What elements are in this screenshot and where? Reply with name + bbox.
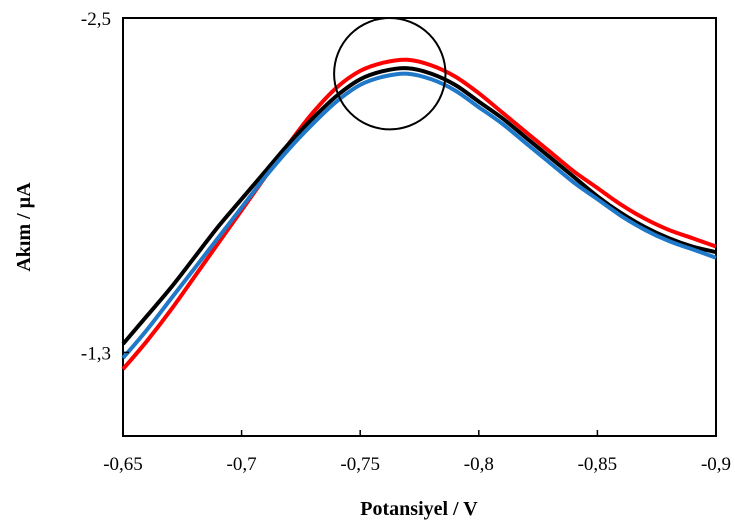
plot-area xyxy=(122,17,717,437)
annotation-layer xyxy=(333,16,447,131)
series-line-1 xyxy=(121,57,717,371)
series-layer xyxy=(121,57,717,371)
annotation-circle xyxy=(333,16,447,131)
x-tick-label: -0,85 xyxy=(578,454,618,475)
x-tick-label: -0,75 xyxy=(340,454,380,475)
y-tick-label: -1,3 xyxy=(81,343,111,364)
x-tick-label: -0,8 xyxy=(464,454,494,475)
x-tick-label: -0,9 xyxy=(701,454,731,475)
series-line-3 xyxy=(121,71,717,360)
y-axis-title: Akım / µA xyxy=(13,182,35,272)
y-axis-ticks: -2,5 -1,3 xyxy=(81,9,129,364)
x-axis-title: Potansiyel / V xyxy=(360,498,478,520)
series-line-2 xyxy=(121,66,717,346)
x-tick-label: -0,65 xyxy=(103,454,143,475)
x-axis-ticks: -0,65 -0,7 -0,75 -0,8 -0,85 -0,9 xyxy=(103,430,731,475)
y-tick-label: -2,5 xyxy=(81,9,111,30)
x-tick-label: -0,7 xyxy=(227,454,257,475)
